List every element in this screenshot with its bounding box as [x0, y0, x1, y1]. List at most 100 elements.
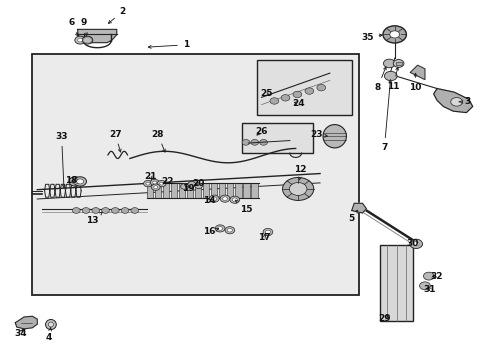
Ellipse shape — [48, 322, 53, 327]
Circle shape — [282, 177, 313, 201]
Circle shape — [229, 196, 239, 203]
Circle shape — [292, 91, 301, 98]
Polygon shape — [78, 30, 117, 42]
Circle shape — [69, 177, 81, 186]
Circle shape — [305, 88, 313, 94]
Text: 22: 22 — [161, 177, 173, 186]
Text: 15: 15 — [235, 200, 252, 214]
Circle shape — [392, 59, 403, 67]
Circle shape — [102, 208, 109, 213]
Text: 23: 23 — [310, 130, 326, 139]
Circle shape — [242, 139, 249, 145]
Text: 34: 34 — [14, 329, 26, 338]
Polygon shape — [351, 203, 366, 213]
Text: 9: 9 — [80, 18, 87, 36]
Ellipse shape — [323, 125, 346, 148]
Text: 30: 30 — [406, 239, 418, 248]
Text: 2: 2 — [108, 7, 125, 23]
Circle shape — [450, 98, 462, 106]
Bar — [195, 183, 201, 198]
Text: 16: 16 — [203, 228, 218, 237]
Bar — [395, 62, 401, 65]
Text: 8: 8 — [374, 67, 386, 92]
Text: 21: 21 — [144, 172, 156, 181]
Circle shape — [151, 184, 160, 190]
Text: 7: 7 — [381, 80, 391, 152]
Circle shape — [153, 181, 157, 184]
Bar — [251, 183, 257, 198]
Text: 14: 14 — [203, 196, 215, 205]
Circle shape — [82, 208, 90, 213]
Circle shape — [263, 228, 272, 235]
Bar — [243, 183, 249, 198]
Text: 29: 29 — [378, 314, 390, 323]
Bar — [186, 183, 193, 198]
Text: 27: 27 — [109, 130, 122, 152]
Text: 10: 10 — [408, 73, 421, 92]
Circle shape — [227, 228, 232, 232]
Circle shape — [211, 197, 216, 201]
Circle shape — [77, 179, 83, 184]
Text: 26: 26 — [254, 127, 267, 136]
Circle shape — [222, 197, 227, 201]
Circle shape — [159, 182, 163, 185]
Circle shape — [82, 36, 93, 44]
Circle shape — [194, 183, 202, 189]
Text: 1: 1 — [148, 40, 189, 49]
Circle shape — [131, 208, 139, 213]
Circle shape — [215, 225, 224, 232]
Circle shape — [423, 272, 433, 280]
Circle shape — [121, 208, 129, 213]
Circle shape — [92, 208, 100, 213]
Bar — [242, 123, 312, 153]
Circle shape — [409, 239, 422, 248]
Circle shape — [74, 177, 86, 186]
Text: 20: 20 — [192, 179, 204, 188]
Text: 28: 28 — [151, 130, 165, 152]
Circle shape — [419, 282, 429, 290]
Circle shape — [232, 198, 237, 202]
Text: 13: 13 — [86, 212, 102, 225]
Polygon shape — [433, 89, 472, 113]
Circle shape — [383, 59, 394, 68]
Circle shape — [187, 181, 195, 187]
Text: 4: 4 — [45, 328, 52, 342]
Circle shape — [289, 183, 306, 195]
Circle shape — [281, 95, 289, 101]
Circle shape — [111, 208, 119, 213]
Circle shape — [72, 179, 79, 184]
Circle shape — [224, 226, 234, 234]
Text: 35: 35 — [361, 33, 382, 42]
Text: 25: 25 — [260, 89, 272, 98]
Circle shape — [217, 226, 222, 230]
Bar — [155, 183, 161, 198]
Bar — [179, 183, 185, 198]
Polygon shape — [15, 316, 37, 329]
Circle shape — [209, 195, 219, 202]
Bar — [219, 183, 225, 198]
Ellipse shape — [45, 319, 56, 329]
Text: 33: 33 — [55, 132, 68, 188]
Circle shape — [78, 39, 82, 42]
Text: 24: 24 — [291, 99, 304, 108]
Bar — [256, 60, 351, 116]
Circle shape — [150, 179, 159, 186]
Circle shape — [143, 180, 152, 187]
Circle shape — [220, 195, 229, 202]
Circle shape — [316, 85, 325, 91]
Text: 17: 17 — [257, 233, 270, 242]
Circle shape — [154, 186, 158, 189]
Text: 19: 19 — [182, 184, 194, 193]
Text: 3: 3 — [458, 97, 470, 106]
Bar — [203, 183, 209, 198]
Bar — [171, 183, 177, 198]
Circle shape — [250, 139, 258, 145]
Circle shape — [265, 230, 270, 234]
Circle shape — [269, 98, 278, 104]
Text: 12: 12 — [294, 165, 306, 180]
Circle shape — [259, 139, 267, 145]
Circle shape — [384, 71, 396, 81]
Circle shape — [146, 182, 150, 185]
Bar — [211, 183, 217, 198]
Circle shape — [389, 31, 399, 38]
